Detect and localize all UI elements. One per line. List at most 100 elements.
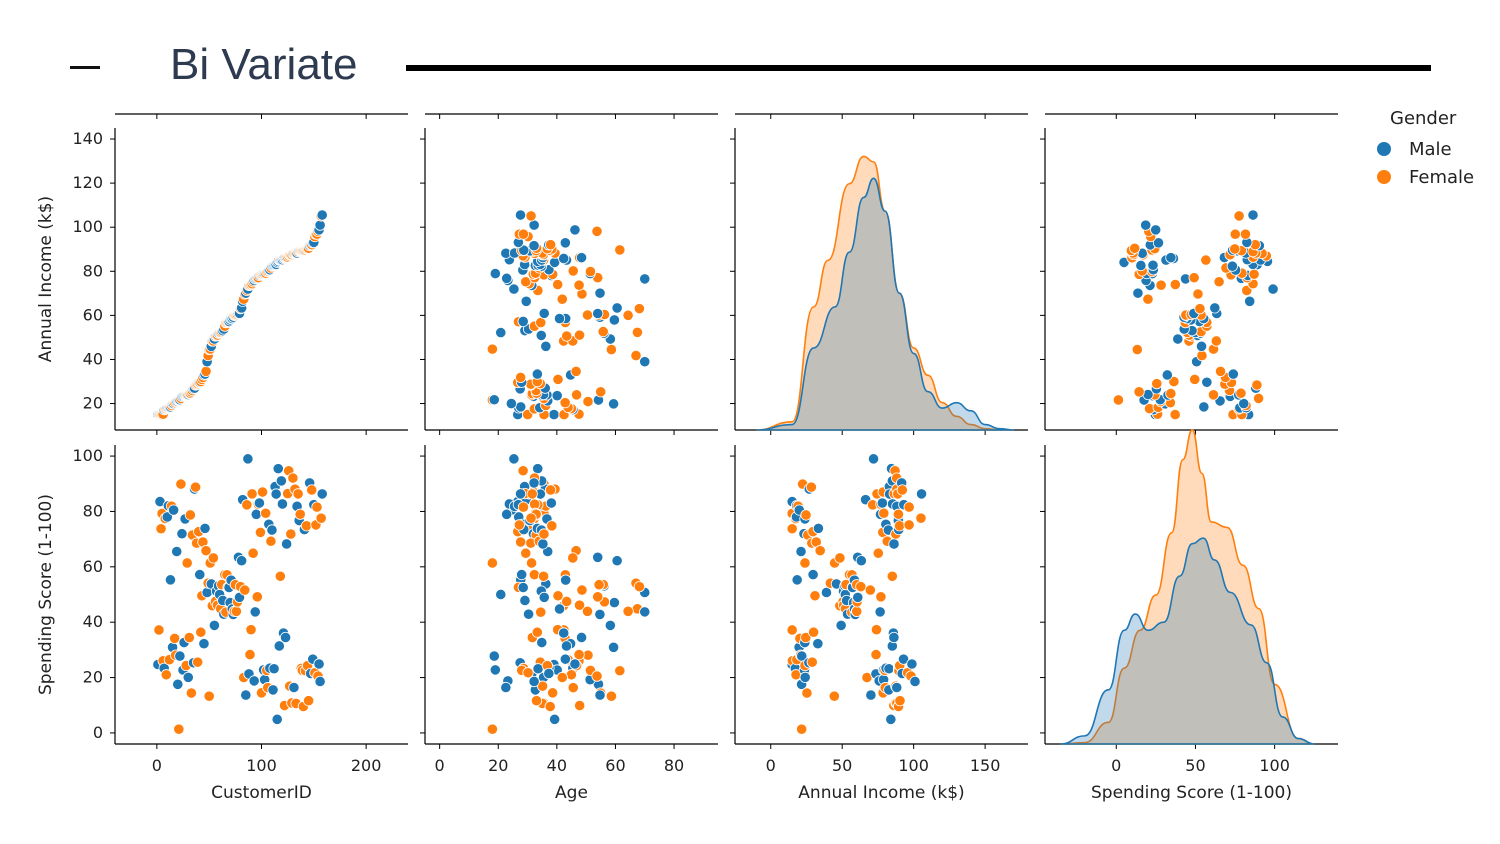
- point-female: [247, 547, 259, 559]
- point-male: [267, 684, 279, 696]
- point-female: [1192, 288, 1204, 300]
- title-dash: [70, 66, 100, 69]
- x-tick-label: 50: [1185, 756, 1205, 775]
- point-female: [1210, 335, 1222, 347]
- point-female: [573, 599, 586, 611]
- point-female: [593, 579, 605, 591]
- point-female: [230, 605, 242, 617]
- point-female: [903, 519, 915, 531]
- point-male: [535, 329, 547, 341]
- point-female: [1248, 268, 1260, 280]
- point-female: [896, 484, 908, 496]
- point-female: [567, 682, 579, 694]
- point-female: [805, 481, 817, 493]
- point-female: [864, 584, 876, 596]
- point-female: [614, 244, 626, 256]
- point-female: [315, 512, 327, 524]
- point-female: [300, 520, 313, 532]
- point-male: [314, 675, 326, 688]
- legend-item-male: Male: [1370, 135, 1474, 163]
- point-male: [313, 658, 325, 670]
- point-male: [164, 574, 177, 586]
- point-female: [570, 389, 583, 401]
- point-female: [1251, 379, 1263, 391]
- point-male: [549, 713, 561, 725]
- legend-title: Gender: [1390, 108, 1457, 129]
- point-female: [546, 520, 558, 532]
- point-female: [875, 591, 887, 603]
- point-female: [517, 228, 530, 240]
- point-female: [536, 680, 549, 692]
- point-male: [242, 453, 254, 465]
- point-female: [807, 626, 820, 638]
- point-female: [576, 584, 588, 596]
- point-male: [594, 608, 606, 621]
- point-female: [1165, 387, 1177, 400]
- point-male: [176, 528, 188, 540]
- panel-r0-c0: 20 40 60 80 100 120 140: [72, 113, 408, 435]
- point-male: [272, 463, 284, 475]
- point-male: [1152, 237, 1165, 249]
- y-tick-label: 20: [83, 668, 103, 687]
- point-female: [591, 670, 603, 682]
- x-tick-label: 0: [1111, 756, 1121, 775]
- point-male: [1267, 283, 1279, 295]
- point-male: [799, 671, 811, 683]
- panel-r0-c1: [420, 113, 718, 435]
- point-male: [559, 653, 571, 665]
- y-tick-label: 120: [72, 173, 103, 192]
- point-male: [505, 397, 517, 410]
- point-female: [200, 365, 212, 377]
- point-male: [514, 209, 527, 221]
- point-female: [1194, 303, 1206, 315]
- point-male: [531, 368, 543, 380]
- point-female: [160, 669, 172, 681]
- point-female: [526, 488, 538, 500]
- x-tick-label: 80: [664, 756, 684, 775]
- point-female: [513, 519, 525, 531]
- legend-label-male: Male: [1409, 138, 1452, 160]
- point-male: [545, 497, 557, 509]
- point-female: [184, 509, 196, 521]
- point-male: [316, 488, 328, 500]
- point-male: [855, 555, 867, 567]
- point-male: [528, 240, 540, 252]
- point-female: [245, 624, 257, 636]
- point-female: [1253, 392, 1265, 404]
- legend-marker-female: [1377, 170, 1391, 184]
- point-female: [525, 557, 538, 569]
- point-female: [796, 723, 808, 735]
- point-female: [573, 329, 586, 341]
- point-female: [486, 723, 498, 735]
- x-tick-label: 100: [898, 756, 929, 775]
- panel-r0-c2: [730, 113, 1028, 435]
- point-male: [548, 408, 560, 421]
- point-male: [1172, 333, 1184, 345]
- point-female: [244, 649, 256, 661]
- slide-title: Bi Variate: [170, 40, 358, 89]
- point-female: [886, 570, 898, 582]
- point-female: [486, 343, 498, 355]
- point-male: [1209, 302, 1221, 314]
- point-female: [556, 671, 568, 684]
- point-female: [153, 624, 165, 636]
- point-male: [1226, 260, 1238, 272]
- point-male: [516, 568, 528, 581]
- point-male: [558, 627, 570, 639]
- point-female: [185, 687, 197, 699]
- legend-item-female: Female: [1370, 163, 1474, 191]
- y-tick-label: 140: [72, 129, 103, 148]
- point-female: [517, 501, 530, 513]
- point-female: [786, 523, 798, 535]
- point-female: [870, 649, 882, 661]
- x-axis-label: CustomerID: [211, 783, 312, 803]
- y-tick-label: 100: [72, 446, 103, 465]
- point-female: [1235, 387, 1247, 399]
- point-female: [1168, 375, 1180, 388]
- point-female: [200, 545, 212, 557]
- point-female: [584, 265, 597, 278]
- point-female: [595, 386, 607, 398]
- point-male: [268, 663, 280, 675]
- point-male: [1140, 219, 1152, 231]
- point-male: [594, 689, 606, 701]
